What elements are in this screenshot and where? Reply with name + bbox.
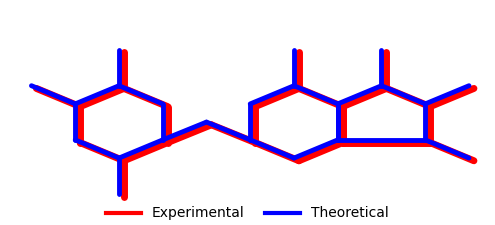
Legend: Experimental, Theoretical: Experimental, Theoretical: [100, 201, 395, 225]
